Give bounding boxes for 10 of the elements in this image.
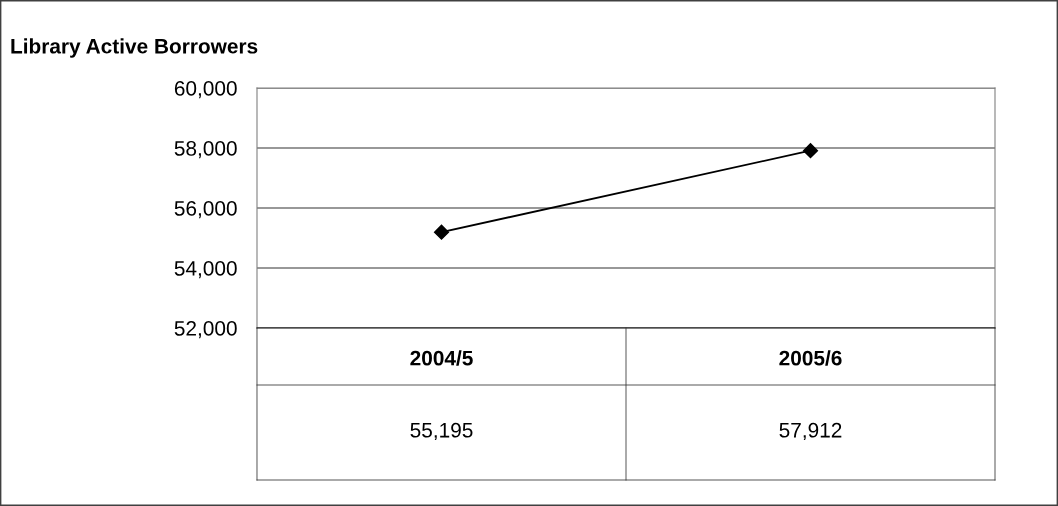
x-tick-label: 2005/6	[779, 350, 842, 366]
data-label: 55,195	[410, 422, 473, 441]
y-tick-label: 52,000	[174, 321, 237, 339]
chart-title: Library Active Borrowers	[11, 38, 258, 58]
data-label: 57,912	[779, 422, 842, 441]
y-tick-label: 56,000	[174, 201, 237, 219]
y-tick-label: 54,000	[174, 261, 237, 279]
y-tick-label: 58,000	[174, 141, 237, 159]
x-tick-label: 2004/5	[410, 350, 473, 366]
y-tick-label: 60,000	[174, 81, 237, 99]
